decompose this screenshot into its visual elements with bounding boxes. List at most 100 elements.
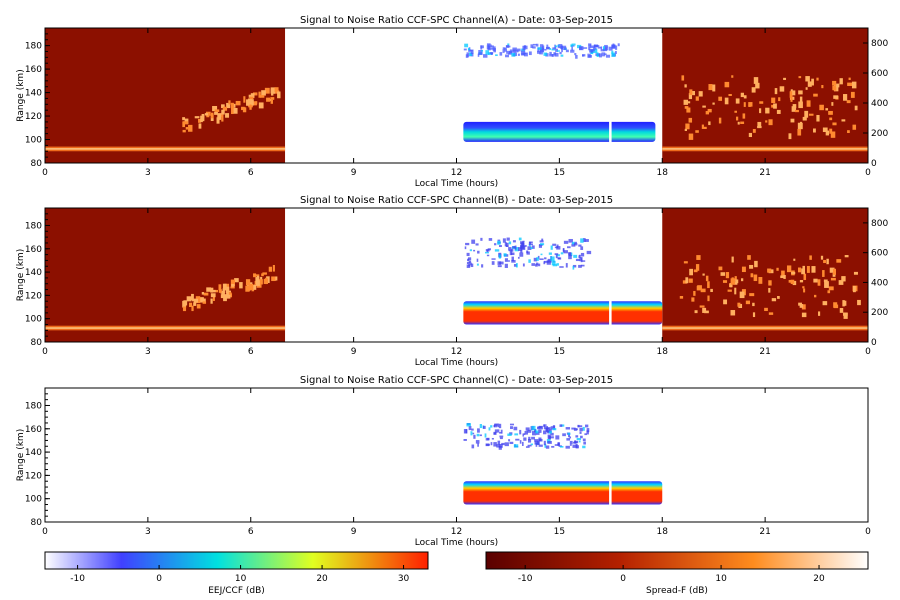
spread-f-echo bbox=[798, 76, 802, 79]
spread-f-echo bbox=[802, 116, 807, 121]
echo-150km bbox=[487, 437, 490, 441]
echo-150km bbox=[507, 43, 510, 46]
echo-150km bbox=[572, 265, 575, 270]
echo-150km bbox=[578, 244, 582, 247]
spread-f-echo bbox=[843, 312, 848, 319]
spread-f-echo bbox=[790, 118, 795, 123]
echo-150km bbox=[491, 437, 494, 440]
echo-150km bbox=[471, 444, 475, 449]
spread-f-echo bbox=[213, 289, 219, 293]
spread-f-echo bbox=[182, 129, 186, 133]
echo-150km bbox=[574, 440, 579, 444]
spread-f-echo bbox=[707, 281, 710, 289]
echo-150km bbox=[571, 43, 576, 46]
spread-f-echo bbox=[780, 275, 785, 279]
x-tick-label: 12 bbox=[451, 527, 462, 537]
y-tick-label: 160 bbox=[25, 65, 42, 75]
echo-150km bbox=[540, 253, 543, 256]
spread-f-echo bbox=[734, 276, 737, 281]
echo-150km bbox=[528, 241, 532, 245]
spread-f-echo bbox=[264, 87, 270, 94]
echo-150km bbox=[523, 433, 526, 436]
echo-150km bbox=[602, 46, 605, 51]
echo-150km bbox=[497, 239, 501, 242]
spread-f-echo bbox=[748, 132, 752, 138]
x-tick-label: 0 bbox=[865, 168, 871, 178]
spread-f-echo bbox=[258, 102, 264, 109]
echo-150km bbox=[509, 441, 514, 445]
y-tick-label: 140 bbox=[25, 268, 42, 278]
echo-150km bbox=[582, 426, 585, 431]
echo-150km bbox=[498, 446, 502, 450]
spread-f-echo bbox=[786, 265, 792, 273]
echo-150km bbox=[463, 439, 467, 441]
y2-tick-label: 800 bbox=[871, 39, 888, 49]
echo-150km bbox=[488, 238, 493, 241]
spread-f-echo bbox=[696, 285, 701, 291]
spread-f-echo bbox=[695, 96, 699, 101]
echo-150km bbox=[541, 238, 544, 241]
y-tick-label: 100 bbox=[25, 136, 42, 146]
echo-150km bbox=[547, 258, 552, 263]
x-tick-label: 0 bbox=[865, 527, 871, 537]
echo-150km bbox=[555, 48, 558, 52]
echo-150km bbox=[520, 241, 524, 245]
spread-f-echo bbox=[822, 270, 825, 277]
echo-150km bbox=[497, 429, 500, 433]
y-tick-label: 180 bbox=[25, 42, 42, 52]
spread-f-echo bbox=[832, 268, 837, 275]
spread-f-echo bbox=[801, 304, 806, 310]
spread-f-echo bbox=[797, 128, 802, 136]
x-tick-label: 18 bbox=[657, 168, 669, 178]
echo-150km bbox=[578, 264, 582, 268]
echo-150km bbox=[485, 443, 490, 447]
echo-150km bbox=[499, 52, 503, 56]
spread-f-echo bbox=[182, 306, 187, 312]
echo-150km bbox=[580, 238, 584, 243]
echo-150km bbox=[608, 46, 613, 51]
echo-150km bbox=[598, 53, 602, 58]
spread-f-echo bbox=[185, 126, 188, 130]
spread-f-echo bbox=[790, 95, 793, 102]
echo-150km bbox=[512, 246, 516, 249]
x-tick-label: 15 bbox=[554, 527, 565, 537]
echo-150km bbox=[535, 262, 539, 266]
spread-f-echo bbox=[737, 302, 741, 307]
echo-150km bbox=[511, 52, 516, 57]
echo-150km bbox=[562, 433, 566, 437]
spread-f-echo bbox=[825, 108, 829, 111]
colorbar-tick-label: 20 bbox=[813, 574, 825, 584]
echo-150km bbox=[504, 258, 508, 262]
echo-150km bbox=[522, 433, 525, 437]
echo-150km bbox=[508, 52, 512, 55]
spread-f-echo bbox=[182, 117, 186, 121]
echo-150km bbox=[580, 264, 585, 267]
echo-150km bbox=[521, 441, 524, 446]
echo-150km bbox=[537, 47, 542, 50]
spread-f-echo bbox=[685, 101, 691, 104]
spread-f-echo bbox=[193, 298, 199, 303]
echo-150km bbox=[549, 54, 554, 57]
echo-150km bbox=[517, 53, 520, 56]
echo-150km bbox=[501, 442, 505, 446]
spread-f-echo bbox=[191, 293, 194, 301]
spread-f-echo bbox=[789, 91, 793, 98]
spread-f-echo bbox=[791, 106, 797, 112]
spread-f-echo bbox=[222, 288, 225, 293]
echo-150km bbox=[565, 427, 571, 430]
spread-f-echo bbox=[277, 91, 281, 99]
spread-f-echo bbox=[270, 99, 273, 104]
spread-f-echo bbox=[828, 286, 834, 291]
y2-tick-label: 800 bbox=[871, 219, 888, 229]
spread-f-echo bbox=[753, 77, 759, 84]
echo-150km bbox=[499, 261, 504, 265]
spread-f-echo bbox=[688, 278, 693, 283]
echo-150km bbox=[523, 437, 527, 441]
spread-f-echo bbox=[754, 260, 758, 268]
echo-150km bbox=[464, 43, 469, 48]
spread-f-echo bbox=[741, 266, 746, 273]
echo-150km bbox=[532, 46, 536, 49]
spread-f-echo bbox=[702, 307, 707, 313]
echo-150km bbox=[554, 52, 559, 57]
echo-150km bbox=[508, 247, 512, 251]
